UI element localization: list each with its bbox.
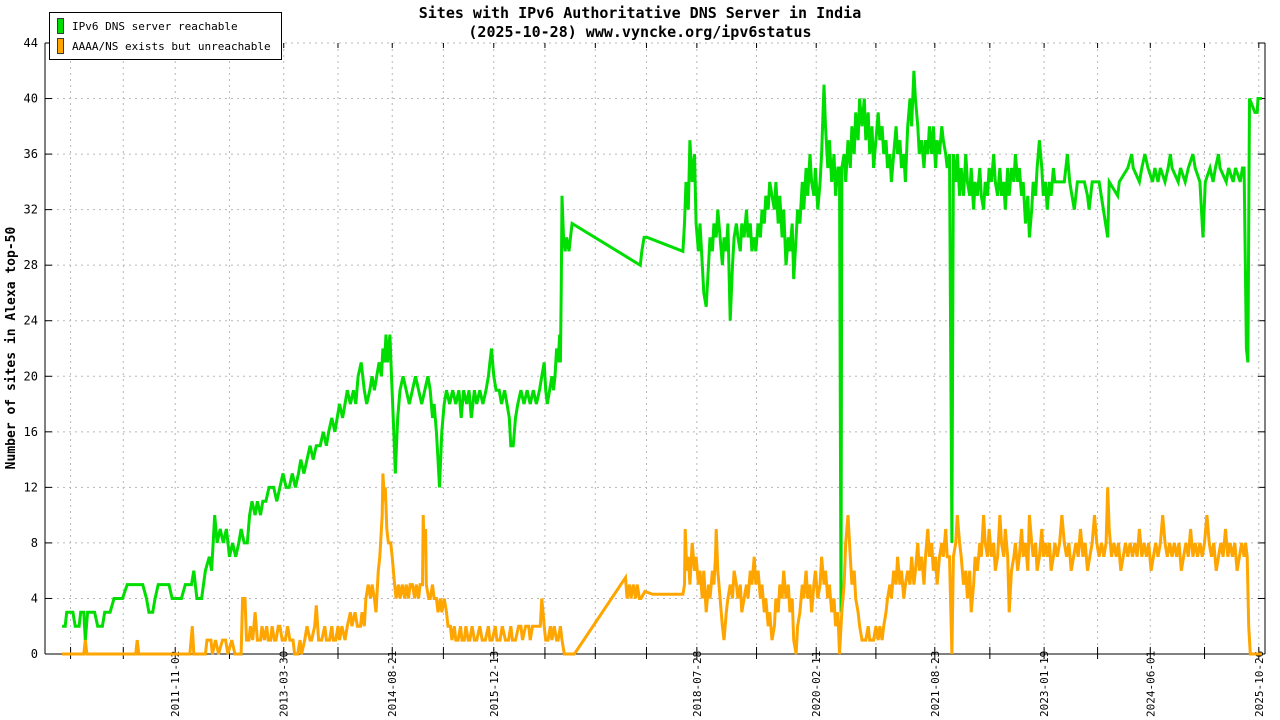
legend-item-unreachable: AAAA/NS exists but unreachable <box>57 36 271 56</box>
y-tick-label: 40 <box>24 92 38 106</box>
legend-label-reachable: IPv6 DNS server reachable <box>72 19 238 33</box>
x-tick-label: 2014-08-21 <box>386 651 399 717</box>
y-tick-label: 8 <box>31 536 38 550</box>
y-tick-label: 0 <box>31 647 38 661</box>
legend-swatch-orange <box>57 38 64 54</box>
legend-box: IPv6 DNS server reachable AAAA/NS exists… <box>49 12 282 60</box>
y-tick-label: 12 <box>24 480 38 494</box>
series-line-unreachable <box>62 473 1262 656</box>
y-tick-label: 32 <box>24 203 38 217</box>
x-tick-label: 2013-03-30 <box>278 651 291 717</box>
x-tick-label: 2011-11-02 <box>169 651 182 717</box>
y-axis-label: Number of sites in Alexa top-50 <box>4 226 19 470</box>
x-tick-label: 2021-08-23 <box>929 651 942 717</box>
legend-label-unreachable: AAAA/NS exists but unreachable <box>72 39 271 53</box>
chart-subtitle: (2025-10-28) www.vyncke.org/ipv6status <box>468 23 812 41</box>
x-tick-label: 2020-02-11 <box>810 651 823 717</box>
x-tick-label: 2018-07-28 <box>691 651 704 717</box>
chart-title: Sites with IPv6 Authoritative DNS Server… <box>418 4 862 22</box>
y-tick-label: 20 <box>24 369 38 383</box>
y-tick-label: 24 <box>24 314 38 328</box>
legend-item-reachable: IPv6 DNS server reachable <box>57 16 271 36</box>
y-tick-label: 36 <box>24 147 38 161</box>
series-line-reachable <box>62 70 1262 641</box>
x-tick-label: 2015-12-13 <box>488 651 501 717</box>
x-tick-label: 2023-01-19 <box>1038 651 1051 717</box>
y-tick-label: 4 <box>31 591 38 605</box>
x-tick-label: 2025-10-26 <box>1253 651 1266 717</box>
y-tick-label: 28 <box>24 258 38 272</box>
y-tick-label: 44 <box>24 36 38 50</box>
legend-swatch-green <box>57 18 64 34</box>
x-tick-label: 2024-06-01 <box>1144 651 1157 717</box>
y-tick-label: 16 <box>24 425 38 439</box>
